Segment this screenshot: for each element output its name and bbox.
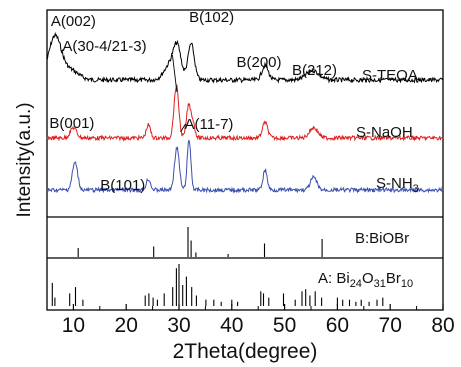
- annotation-layer: A(002) A(30-4/21-3) B(102) B(200) B(212) B(00…: [49, 9, 337, 194]
- x-axis-ticks: 10 20 30 40 50 60 70 80: [62, 304, 455, 337]
- x-tick-label: 40: [220, 314, 243, 337]
- x-tick-label: 10: [62, 314, 85, 337]
- leader-line: [180, 123, 186, 133]
- series-label-s-teoa: S-TEOA: [362, 67, 418, 84]
- x-axis-title: 2Theta(degree): [173, 340, 318, 363]
- x-tick-label: 70: [379, 314, 402, 337]
- peak-label: B(200): [237, 54, 282, 71]
- series-line-s-nh3: [46, 139, 444, 194]
- reference-layer: [51, 227, 384, 306]
- x-tick-label: 80: [431, 314, 454, 337]
- x-tick-label: 60: [326, 314, 349, 337]
- peak-label: A(002): [51, 13, 96, 30]
- reference-label-bi24o31br10: A: Bi24O31Br10: [318, 270, 413, 290]
- peak-label: B(212): [292, 62, 337, 79]
- series-label-s-naoh: S-NaOH: [356, 124, 413, 141]
- peak-label: A(11-7): [185, 116, 234, 133]
- peak-label: B(101): [100, 177, 145, 194]
- reference-label-biobr: B:BiOBr: [355, 230, 409, 247]
- plot-frame: [46, 9, 444, 311]
- y-axis-title: Intensity(a.u.): [14, 102, 35, 217]
- series-line-s-naoh: [46, 84, 444, 142]
- x-tick-label: 20: [115, 314, 138, 337]
- x-tick-label: 50: [273, 314, 296, 337]
- series-line-s-teoa: [46, 31, 444, 84]
- peak-label: A(30-4/21-3): [62, 38, 146, 55]
- leader-line: [171, 54, 178, 93]
- x-tick-label: 30: [167, 314, 190, 337]
- series-layer: [46, 31, 444, 194]
- series-label-s-nh3: S-NH3: [376, 175, 419, 195]
- peak-label: B(102): [189, 9, 234, 26]
- peak-label: B(001): [49, 115, 94, 132]
